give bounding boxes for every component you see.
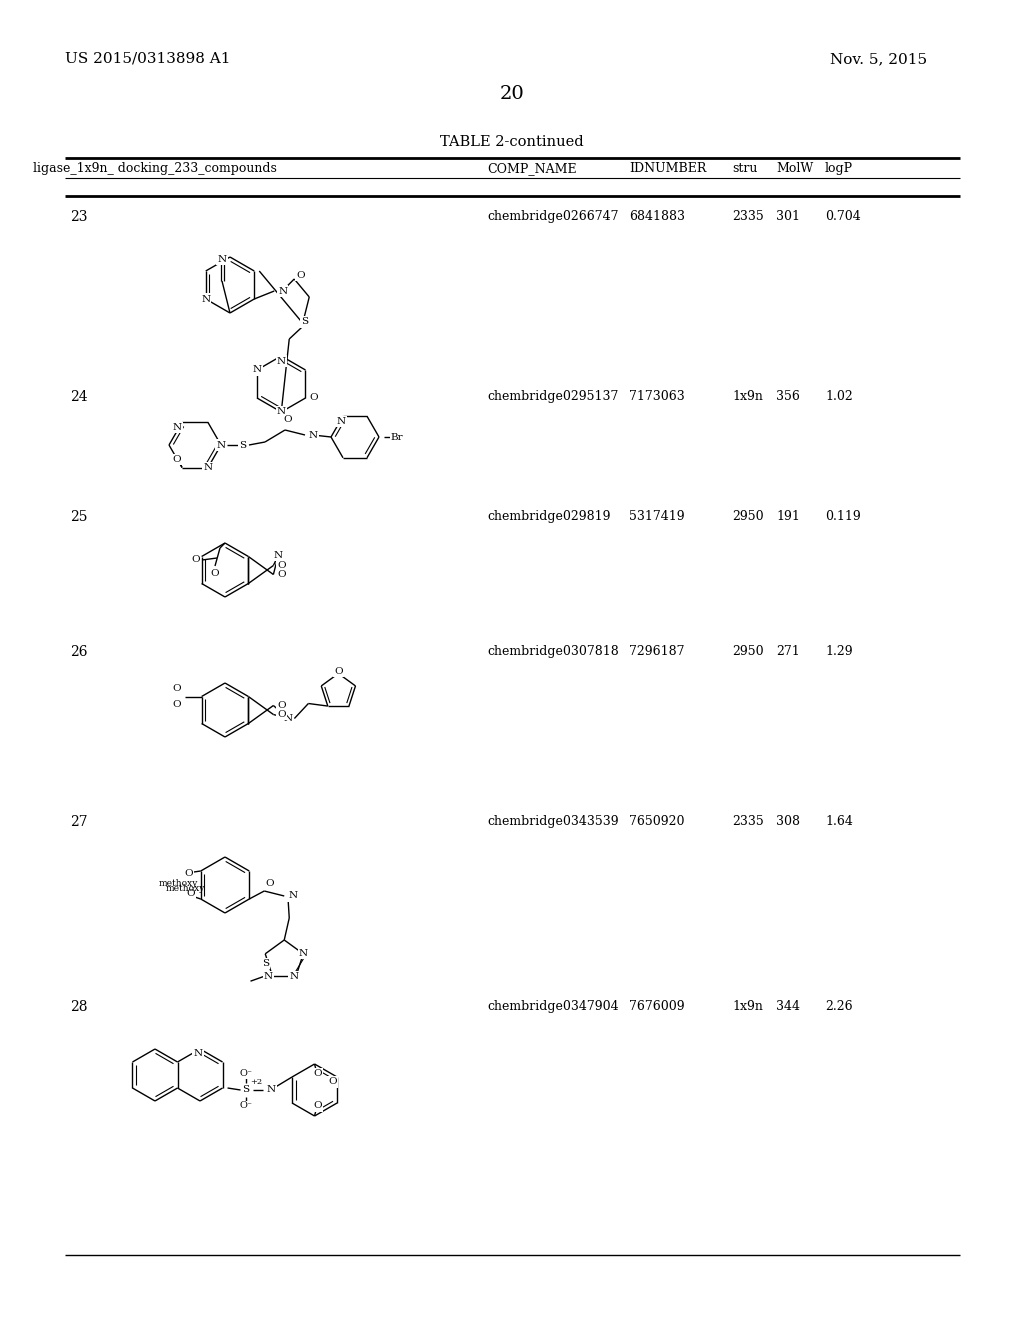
Text: O: O bbox=[284, 416, 292, 425]
Text: O: O bbox=[173, 455, 181, 465]
Text: N: N bbox=[217, 255, 226, 264]
Text: 7173063: 7173063 bbox=[629, 389, 685, 403]
Text: O: O bbox=[278, 701, 286, 710]
Text: N: N bbox=[290, 972, 299, 981]
Text: N: N bbox=[253, 366, 261, 375]
Text: 25: 25 bbox=[70, 510, 87, 524]
Text: N: N bbox=[299, 949, 308, 958]
Text: O: O bbox=[191, 556, 201, 565]
Text: Nov. 5, 2015: Nov. 5, 2015 bbox=[830, 51, 927, 66]
Text: N: N bbox=[266, 1085, 275, 1094]
Text: S: S bbox=[301, 318, 308, 326]
Text: chembridge0307818: chembridge0307818 bbox=[487, 645, 618, 657]
Text: S: S bbox=[240, 441, 247, 450]
Text: methoxy: methoxy bbox=[159, 879, 198, 888]
Text: N: N bbox=[279, 286, 288, 296]
Text: MolW: MolW bbox=[776, 162, 813, 176]
Text: O: O bbox=[211, 569, 219, 578]
Text: 1x9n: 1x9n bbox=[732, 1001, 763, 1012]
Text: N: N bbox=[172, 422, 181, 432]
Text: 191: 191 bbox=[776, 510, 800, 523]
Text: 24: 24 bbox=[70, 389, 88, 404]
Text: US 2015/0313898 A1: US 2015/0313898 A1 bbox=[65, 51, 230, 66]
Text: O: O bbox=[309, 393, 317, 403]
Text: N: N bbox=[288, 891, 297, 900]
Text: O: O bbox=[278, 710, 286, 719]
Text: N: N bbox=[337, 417, 345, 426]
Text: 0.704: 0.704 bbox=[825, 210, 861, 223]
Text: O: O bbox=[172, 684, 181, 693]
Text: N: N bbox=[309, 430, 318, 440]
Text: O: O bbox=[265, 879, 273, 887]
Text: +2: +2 bbox=[251, 1078, 263, 1086]
Text: chembridge029819: chembridge029819 bbox=[487, 510, 610, 523]
Text: 308: 308 bbox=[776, 814, 800, 828]
Text: O: O bbox=[172, 700, 181, 709]
Text: O: O bbox=[278, 561, 286, 570]
Text: 1.29: 1.29 bbox=[825, 645, 853, 657]
Text: 7296187: 7296187 bbox=[629, 645, 684, 657]
Text: O: O bbox=[329, 1077, 337, 1086]
Text: 271: 271 bbox=[776, 645, 800, 657]
Text: N: N bbox=[216, 441, 225, 450]
Text: 23: 23 bbox=[70, 210, 87, 224]
Text: N: N bbox=[273, 550, 283, 560]
Text: O: O bbox=[334, 667, 343, 676]
Text: 356: 356 bbox=[776, 389, 800, 403]
Text: N: N bbox=[284, 714, 293, 723]
Text: 20: 20 bbox=[500, 84, 524, 103]
Text: 2950: 2950 bbox=[732, 510, 764, 523]
Text: 26: 26 bbox=[70, 645, 87, 659]
Text: S: S bbox=[242, 1085, 249, 1094]
Text: N: N bbox=[201, 294, 210, 304]
Text: methoxy: methoxy bbox=[166, 884, 205, 894]
Text: O: O bbox=[186, 890, 195, 899]
Text: 1.02: 1.02 bbox=[825, 389, 853, 403]
Text: 0.119: 0.119 bbox=[825, 510, 861, 523]
Text: N: N bbox=[276, 356, 286, 366]
Text: chembridge0347904: chembridge0347904 bbox=[487, 1001, 618, 1012]
Text: 301: 301 bbox=[776, 210, 800, 223]
Text: ligase_1x9n_ docking_233_compounds: ligase_1x9n_ docking_233_compounds bbox=[33, 162, 276, 176]
Text: 2335: 2335 bbox=[732, 210, 764, 223]
Text: 28: 28 bbox=[70, 1001, 87, 1014]
Text: 2950: 2950 bbox=[732, 645, 764, 657]
Text: chembridge0343539: chembridge0343539 bbox=[487, 814, 618, 828]
Text: N: N bbox=[204, 463, 213, 473]
Text: O⁻: O⁻ bbox=[239, 1101, 252, 1110]
Text: 1x9n: 1x9n bbox=[732, 389, 763, 403]
Text: 2.26: 2.26 bbox=[825, 1001, 853, 1012]
Text: 2335: 2335 bbox=[732, 814, 764, 828]
Text: stru: stru bbox=[732, 162, 758, 176]
Text: O: O bbox=[313, 1101, 322, 1110]
Text: 7650920: 7650920 bbox=[629, 814, 684, 828]
Text: N: N bbox=[264, 972, 273, 981]
Text: O: O bbox=[278, 570, 286, 579]
Text: IDNUMBER: IDNUMBER bbox=[629, 162, 707, 176]
Text: chembridge0295137: chembridge0295137 bbox=[487, 389, 618, 403]
Text: 7676009: 7676009 bbox=[629, 1001, 685, 1012]
Text: 5317419: 5317419 bbox=[629, 510, 685, 523]
Text: chembridge0266747: chembridge0266747 bbox=[487, 210, 618, 223]
Text: 27: 27 bbox=[70, 814, 88, 829]
Text: Br: Br bbox=[391, 433, 403, 441]
Text: TABLE 2-continued: TABLE 2-continued bbox=[440, 135, 584, 149]
Text: O: O bbox=[184, 869, 194, 878]
Text: 6841883: 6841883 bbox=[629, 210, 685, 223]
Text: N: N bbox=[276, 408, 286, 417]
Text: 344: 344 bbox=[776, 1001, 800, 1012]
Text: O: O bbox=[296, 271, 304, 280]
Text: N: N bbox=[194, 1049, 203, 1059]
Text: O⁻: O⁻ bbox=[239, 1069, 252, 1078]
Text: COMP_NAME: COMP_NAME bbox=[487, 162, 577, 176]
Text: S: S bbox=[262, 960, 268, 969]
Text: logP: logP bbox=[825, 162, 853, 176]
Text: 1.64: 1.64 bbox=[825, 814, 853, 828]
Text: O: O bbox=[313, 1069, 322, 1078]
